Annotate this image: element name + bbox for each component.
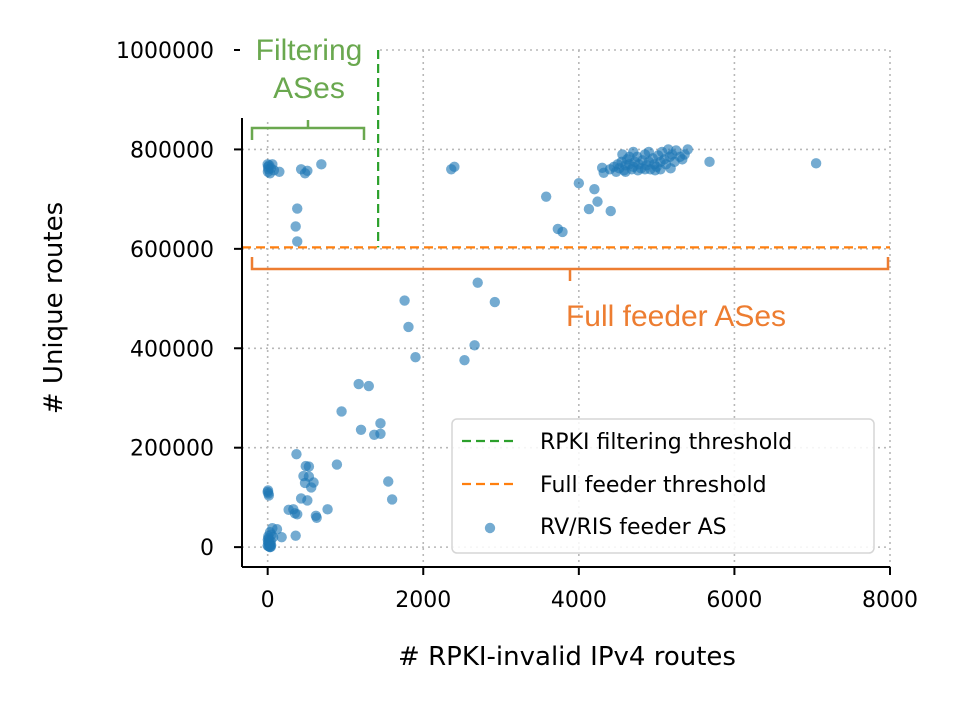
y-axis-label: # Unique routes — [39, 202, 69, 414]
data-point — [331, 459, 343, 470]
data-point — [316, 159, 327, 170]
full-feeder-bracket — [250, 257, 890, 281]
x-axis-label: # RPKI-invalid IPv4 routes — [398, 642, 736, 672]
x-tick-label: 4000 — [551, 588, 607, 613]
y-tick-label: 200000 — [130, 437, 214, 462]
y-tick-label: 0 — [200, 536, 214, 561]
filtering-label-background — [240, 40, 376, 118]
data-point — [573, 178, 585, 189]
data-point — [276, 531, 287, 543]
data-point — [620, 166, 631, 177]
data-point — [682, 144, 693, 155]
data-point — [262, 486, 273, 498]
data-point — [489, 296, 501, 308]
data-point — [302, 495, 313, 506]
legend-label: Full feeder threshold — [540, 473, 767, 498]
legend-label: RV/RIS feeder AS — [540, 515, 727, 540]
scatter-points — [262, 144, 822, 553]
data-point — [410, 352, 421, 363]
x-tick-label: 0 — [261, 588, 275, 613]
data-point — [386, 494, 398, 505]
data-point — [472, 277, 483, 288]
x-tick-label: 2000 — [395, 588, 451, 613]
data-point — [306, 482, 317, 493]
full-feeder-ases-label: Full feeder ASes — [566, 300, 786, 333]
data-point — [628, 146, 639, 158]
data-point — [311, 512, 322, 523]
legend-marker-scatter — [484, 522, 496, 534]
y-tick-label: 1000000 — [116, 39, 214, 64]
data-point — [810, 158, 822, 169]
data-point — [299, 168, 311, 179]
data-point — [292, 236, 303, 247]
data-point — [291, 448, 302, 460]
data-point — [274, 166, 285, 177]
data-point — [665, 163, 676, 174]
data-point — [336, 406, 347, 417]
legend: RPKI filtering threshold Full feeder thre… — [451, 418, 875, 554]
data-point — [263, 530, 274, 542]
data-point — [363, 380, 374, 392]
x-tick-label: 8000 — [862, 588, 918, 613]
legend-box — [451, 418, 875, 554]
filtering-ases-bracket — [250, 120, 366, 140]
data-point — [592, 196, 603, 207]
annotations: Filtering ASes Full feeder ASes — [240, 34, 890, 333]
y-tick-label: 400000 — [130, 337, 214, 362]
data-point — [449, 161, 460, 173]
data-point — [469, 340, 480, 351]
axes: 0 2000 4000 6000 8000 0 200000 400000 600000 8000… — [116, 39, 918, 613]
data-point — [303, 461, 315, 472]
data-point — [355, 424, 367, 435]
data-point — [643, 146, 655, 158]
x-tick-label: 6000 — [706, 588, 762, 613]
data-point — [655, 164, 666, 175]
data-point — [353, 378, 364, 390]
data-point — [459, 355, 470, 366]
legend-label: RPKI filtering threshold — [540, 430, 792, 455]
data-point — [589, 183, 600, 195]
data-point — [292, 203, 303, 214]
data-point — [399, 295, 410, 306]
data-point — [290, 221, 301, 232]
y-tick-label: 800000 — [130, 138, 214, 163]
filtering-ases-label: ASes — [273, 72, 345, 105]
data-point — [540, 191, 552, 202]
data-point — [704, 156, 715, 168]
data-point — [375, 418, 386, 429]
data-point — [639, 164, 651, 175]
data-point — [383, 476, 394, 487]
data-point — [375, 428, 386, 439]
data-point — [322, 504, 333, 515]
data-point — [605, 205, 616, 217]
threshold-lines — [242, 50, 890, 249]
data-point — [290, 530, 301, 541]
y-tick-label: 600000 — [130, 238, 214, 263]
data-point — [583, 203, 595, 215]
data-point — [403, 321, 414, 333]
data-point — [283, 504, 294, 516]
filtering-ases-label: Filtering — [256, 34, 363, 67]
data-point — [557, 226, 568, 238]
